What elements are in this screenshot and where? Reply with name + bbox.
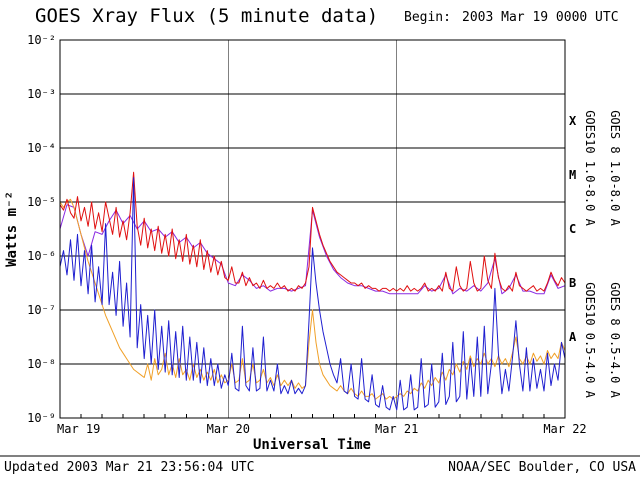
y-tick-label: 10⁻⁷ <box>27 303 56 317</box>
series-goes-8-0.5-4.0-a <box>59 177 566 411</box>
y-tick-label: 10⁻⁵ <box>27 195 56 209</box>
y-axis-title: Watts m⁻² <box>4 191 20 267</box>
flux-class-label: X <box>569 114 577 128</box>
series-goes-8-1.0-8.0-a <box>59 171 566 292</box>
series-goes10-0.5-4.0-a <box>59 198 566 400</box>
chart-title: GOES Xray Flux (5 minute data) <box>35 5 378 27</box>
x-tick-label: Mar 20 <box>207 422 250 436</box>
x-tick-label: Mar 22 <box>543 422 586 436</box>
y-tick-label: 10⁻³ <box>27 87 56 101</box>
flux-class-label: A <box>569 330 577 344</box>
begin-label: Begin: <box>404 10 451 25</box>
flux-class-label: B <box>569 276 576 290</box>
right-axis-label: GOES 8 1.0-8.0 A <box>608 110 622 226</box>
plot-border <box>59 39 566 419</box>
flux-class-label: M <box>569 168 576 182</box>
right-axis-label: GOES10 0.5-4.0 A <box>583 282 597 398</box>
x-axis-title: Universal Time <box>253 437 371 453</box>
x-tick-label: Mar 21 <box>375 422 418 436</box>
y-tick-label: 10⁻⁸ <box>27 357 56 371</box>
credit-text: NOAA/SEC Boulder, CO USA <box>448 460 636 475</box>
y-tick-label: 10⁻⁹ <box>27 411 56 425</box>
begin-value: 2003 Mar 19 0000 UTC <box>462 10 619 25</box>
right-axis-label: GOES 8 0.5-4.0 A <box>608 282 622 398</box>
flux-class-label: C <box>569 222 576 236</box>
x-tick-label: Mar 19 <box>57 422 100 436</box>
right-axis-label: GOES10 1.0-8.0 A <box>583 110 597 226</box>
y-tick-label: 10⁻² <box>27 33 56 47</box>
y-tick-label: 10⁻⁶ <box>27 249 56 263</box>
y-tick-label: 10⁻⁴ <box>27 141 56 155</box>
updated-timestamp: Updated 2003 Mar 21 23:56:04 UTC <box>4 460 254 475</box>
